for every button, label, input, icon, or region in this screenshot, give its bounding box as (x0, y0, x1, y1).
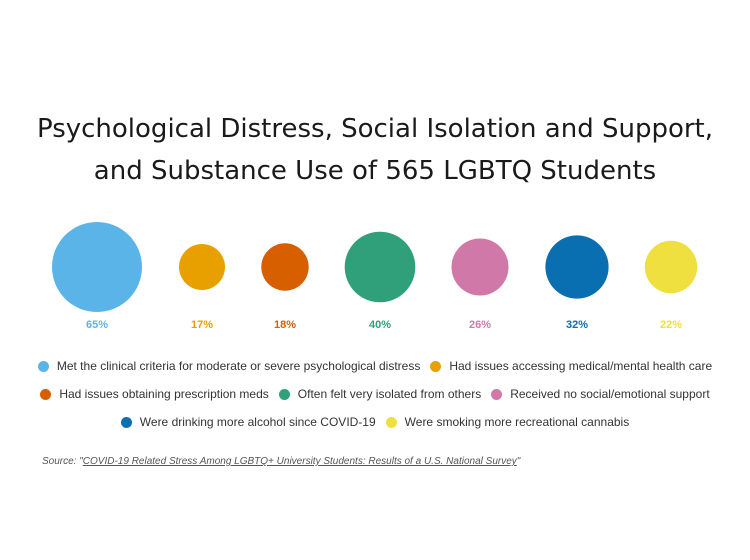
legend-label-7: Were smoking more recreational cannabis (404, 415, 630, 429)
chart-title-line-2: and Substance Use of 565 LGBTQ Students (93, 156, 657, 186)
bubble-value-label-2: 17% (191, 319, 213, 331)
bubble-2 (179, 244, 225, 290)
legend-swatch-3 (40, 388, 52, 400)
legend-label-2: Had issues accessing medical/mental heal… (449, 359, 713, 373)
bubble-5 (451, 238, 509, 296)
legend-label-5: Received no social/emotional support (510, 387, 710, 401)
bubble-value-label-6: 32% (566, 319, 588, 331)
bubble-value-label-3: 18% (274, 319, 296, 331)
chart-title: Psychological Distress, Social Isolation… (0, 108, 750, 192)
source-note: Source: "COVID-19 Related Stress Among L… (42, 456, 520, 467)
source-prefix: Source: " (42, 456, 83, 467)
legend-row-1: Met the clinical criteria for moderate o… (0, 352, 750, 380)
legend-swatch-6 (120, 416, 132, 428)
legend-swatch-2 (430, 360, 442, 372)
bubble-value-label-4: 40% (369, 319, 391, 331)
legend-swatch-7 (385, 416, 397, 428)
legend-label-1: Met the clinical criteria for moderate o… (56, 359, 421, 373)
legend-label-4: Often felt very isolated from others (297, 387, 482, 401)
legend-item-2: Had issues accessing medical/mental heal… (430, 359, 712, 373)
source-suffix: " (516, 456, 521, 467)
bubble-chart: 65% 17% 18% 40% 26% 32% 22% (52, 222, 698, 331)
legend-swatch-1 (37, 360, 49, 372)
source-link[interactable]: COVID-19 Related Stress Among LGBTQ+ Uni… (82, 456, 517, 467)
bubble-value-label-5: 26% (469, 319, 491, 331)
bubble-value-label-7: 22% (660, 319, 682, 331)
legend-swatch-5 (491, 388, 503, 400)
bubble-7 (644, 240, 698, 294)
chart-title-line-1: Psychological Distress, Social Isolation… (36, 114, 714, 144)
legend-label-3: Had issues obtaining prescription meds (59, 387, 269, 401)
legend-row-3: Were drinking more alcohol since COVID-1… (0, 408, 750, 436)
legend-swatch-4 (278, 388, 290, 400)
legend-item-3: Had issues obtaining prescription meds (40, 387, 269, 401)
bubble-3 (261, 243, 309, 291)
legend-item-4: Often felt very isolated from others (278, 387, 482, 401)
legend-item-5: Received no social/emotional support (491, 387, 710, 401)
legend-item-7: Were smoking more recreational cannabis (385, 415, 630, 429)
legend-item-6: Were drinking more alcohol since COVID-1… (120, 415, 376, 429)
legend-row-2: Had issues obtaining prescription meds Of… (0, 380, 750, 408)
legend-item-1: Met the clinical criteria for moderate o… (37, 359, 421, 373)
bubble-6 (545, 235, 609, 299)
legend-label-6: Were drinking more alcohol since COVID-1… (139, 415, 376, 429)
bubble-4 (344, 231, 416, 303)
bubble-1 (52, 222, 142, 312)
chart-legend: Met the clinical criteria for moderate o… (0, 352, 750, 436)
bubble-value-label-1: 65% (86, 319, 108, 331)
